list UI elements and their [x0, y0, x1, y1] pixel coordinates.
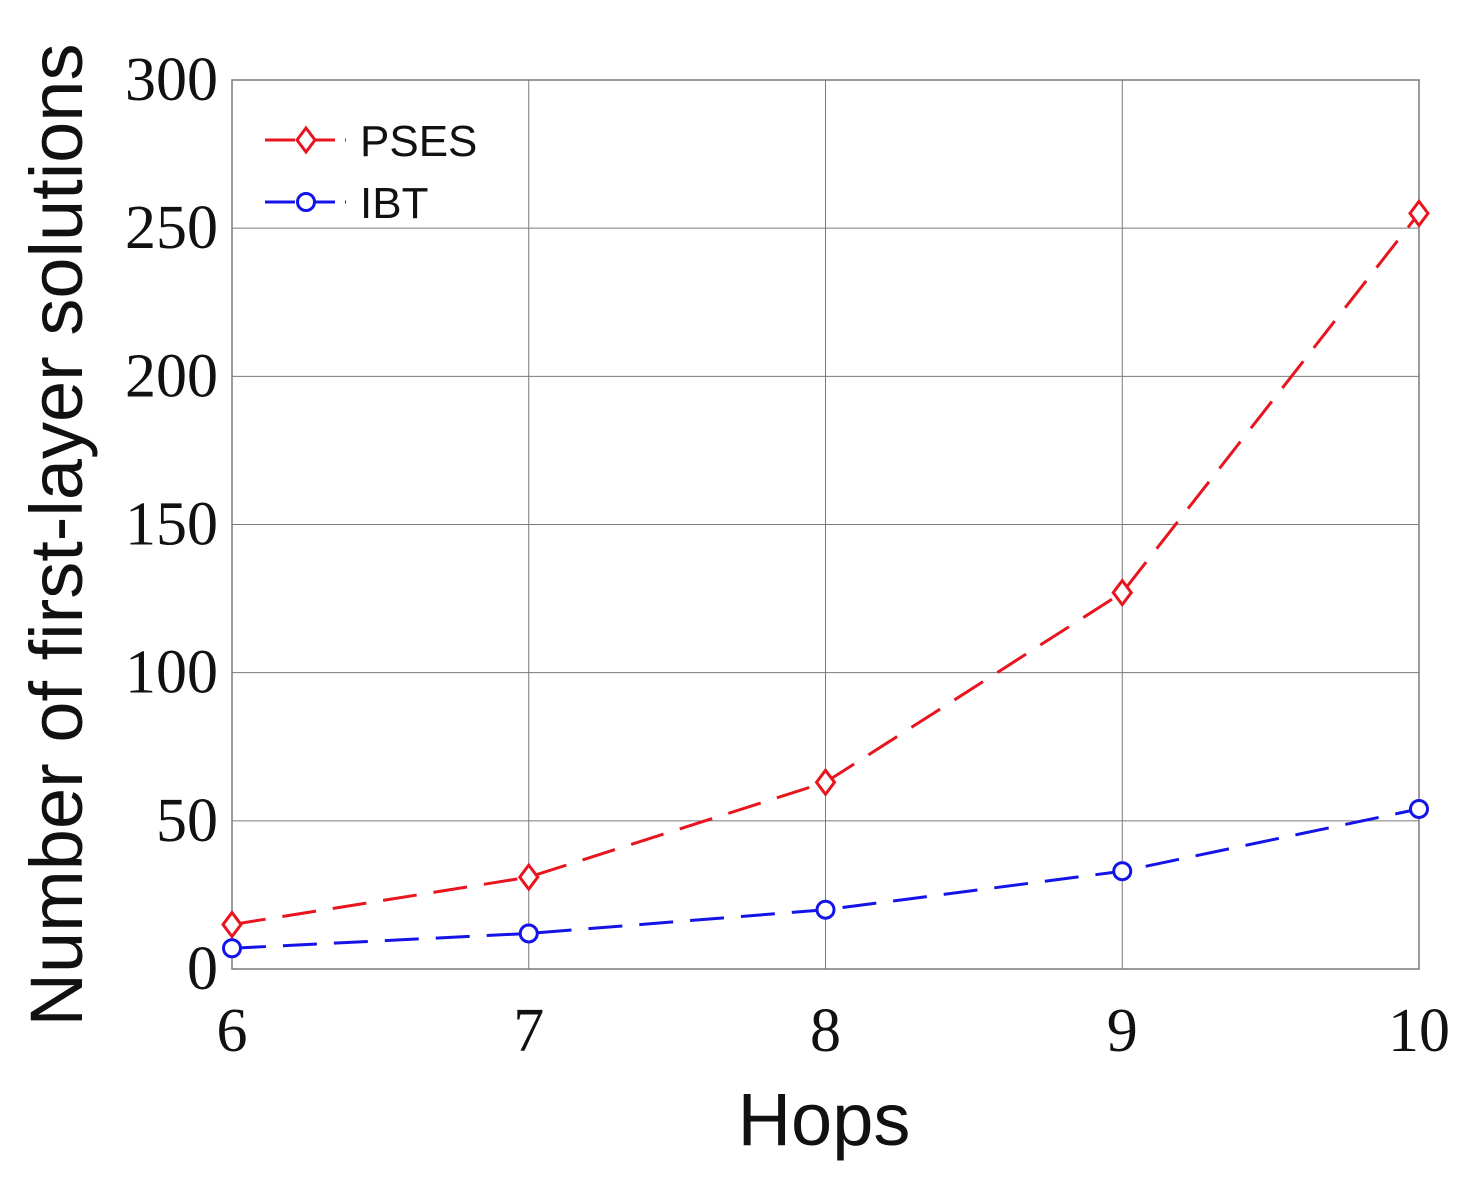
y-tick-label: 0 [187, 935, 218, 1003]
legend: PSES IBT [265, 117, 477, 228]
data-point-ibt [222, 938, 242, 959]
y-axis-title: Number of first-layer solutions [15, 44, 98, 1027]
y-tick-label: 300 [125, 46, 218, 114]
x-tick-label: 7 [513, 997, 544, 1065]
data-point-pses [221, 910, 243, 940]
data-point-pses [814, 767, 837, 797]
legend-label: PSES [360, 117, 477, 166]
data-point-pses [1111, 578, 1134, 608]
series-ibt [222, 798, 1429, 959]
x-tick-label: 9 [1107, 997, 1138, 1065]
legend-label: IBT [360, 179, 428, 228]
x-tick-labels: 6 7 8 9 10 [217, 997, 1451, 1065]
x-tick-label: 10 [1388, 997, 1450, 1065]
data-point-ibt [1112, 861, 1133, 882]
data-point-ibt [815, 899, 836, 920]
data-point-ibt [1409, 798, 1429, 819]
x-tick-label: 8 [810, 997, 841, 1065]
x-axis-title: Hops [738, 1078, 911, 1161]
y-tick-labels: 0 50 100 150 200 250 300 [125, 46, 218, 1003]
legend-item-ibt: IBT [265, 179, 428, 228]
data-point-pses [1408, 198, 1430, 228]
series-pses [221, 198, 1430, 940]
legend-marker-ibt [296, 192, 316, 212]
y-tick-label: 100 [125, 639, 218, 707]
x-tick-label: 6 [217, 997, 248, 1065]
y-tick-label: 150 [125, 491, 218, 559]
y-tick-label: 200 [125, 342, 218, 410]
data-point-ibt [518, 923, 539, 944]
series-layer [221, 198, 1430, 959]
legend-marker-pses [295, 125, 317, 155]
y-tick-label: 250 [125, 194, 218, 262]
plot-area [231, 79, 1420, 970]
y-tick-label: 50 [156, 787, 218, 855]
legend-item-pses: PSES [265, 117, 477, 166]
data-point-pses [517, 862, 540, 892]
